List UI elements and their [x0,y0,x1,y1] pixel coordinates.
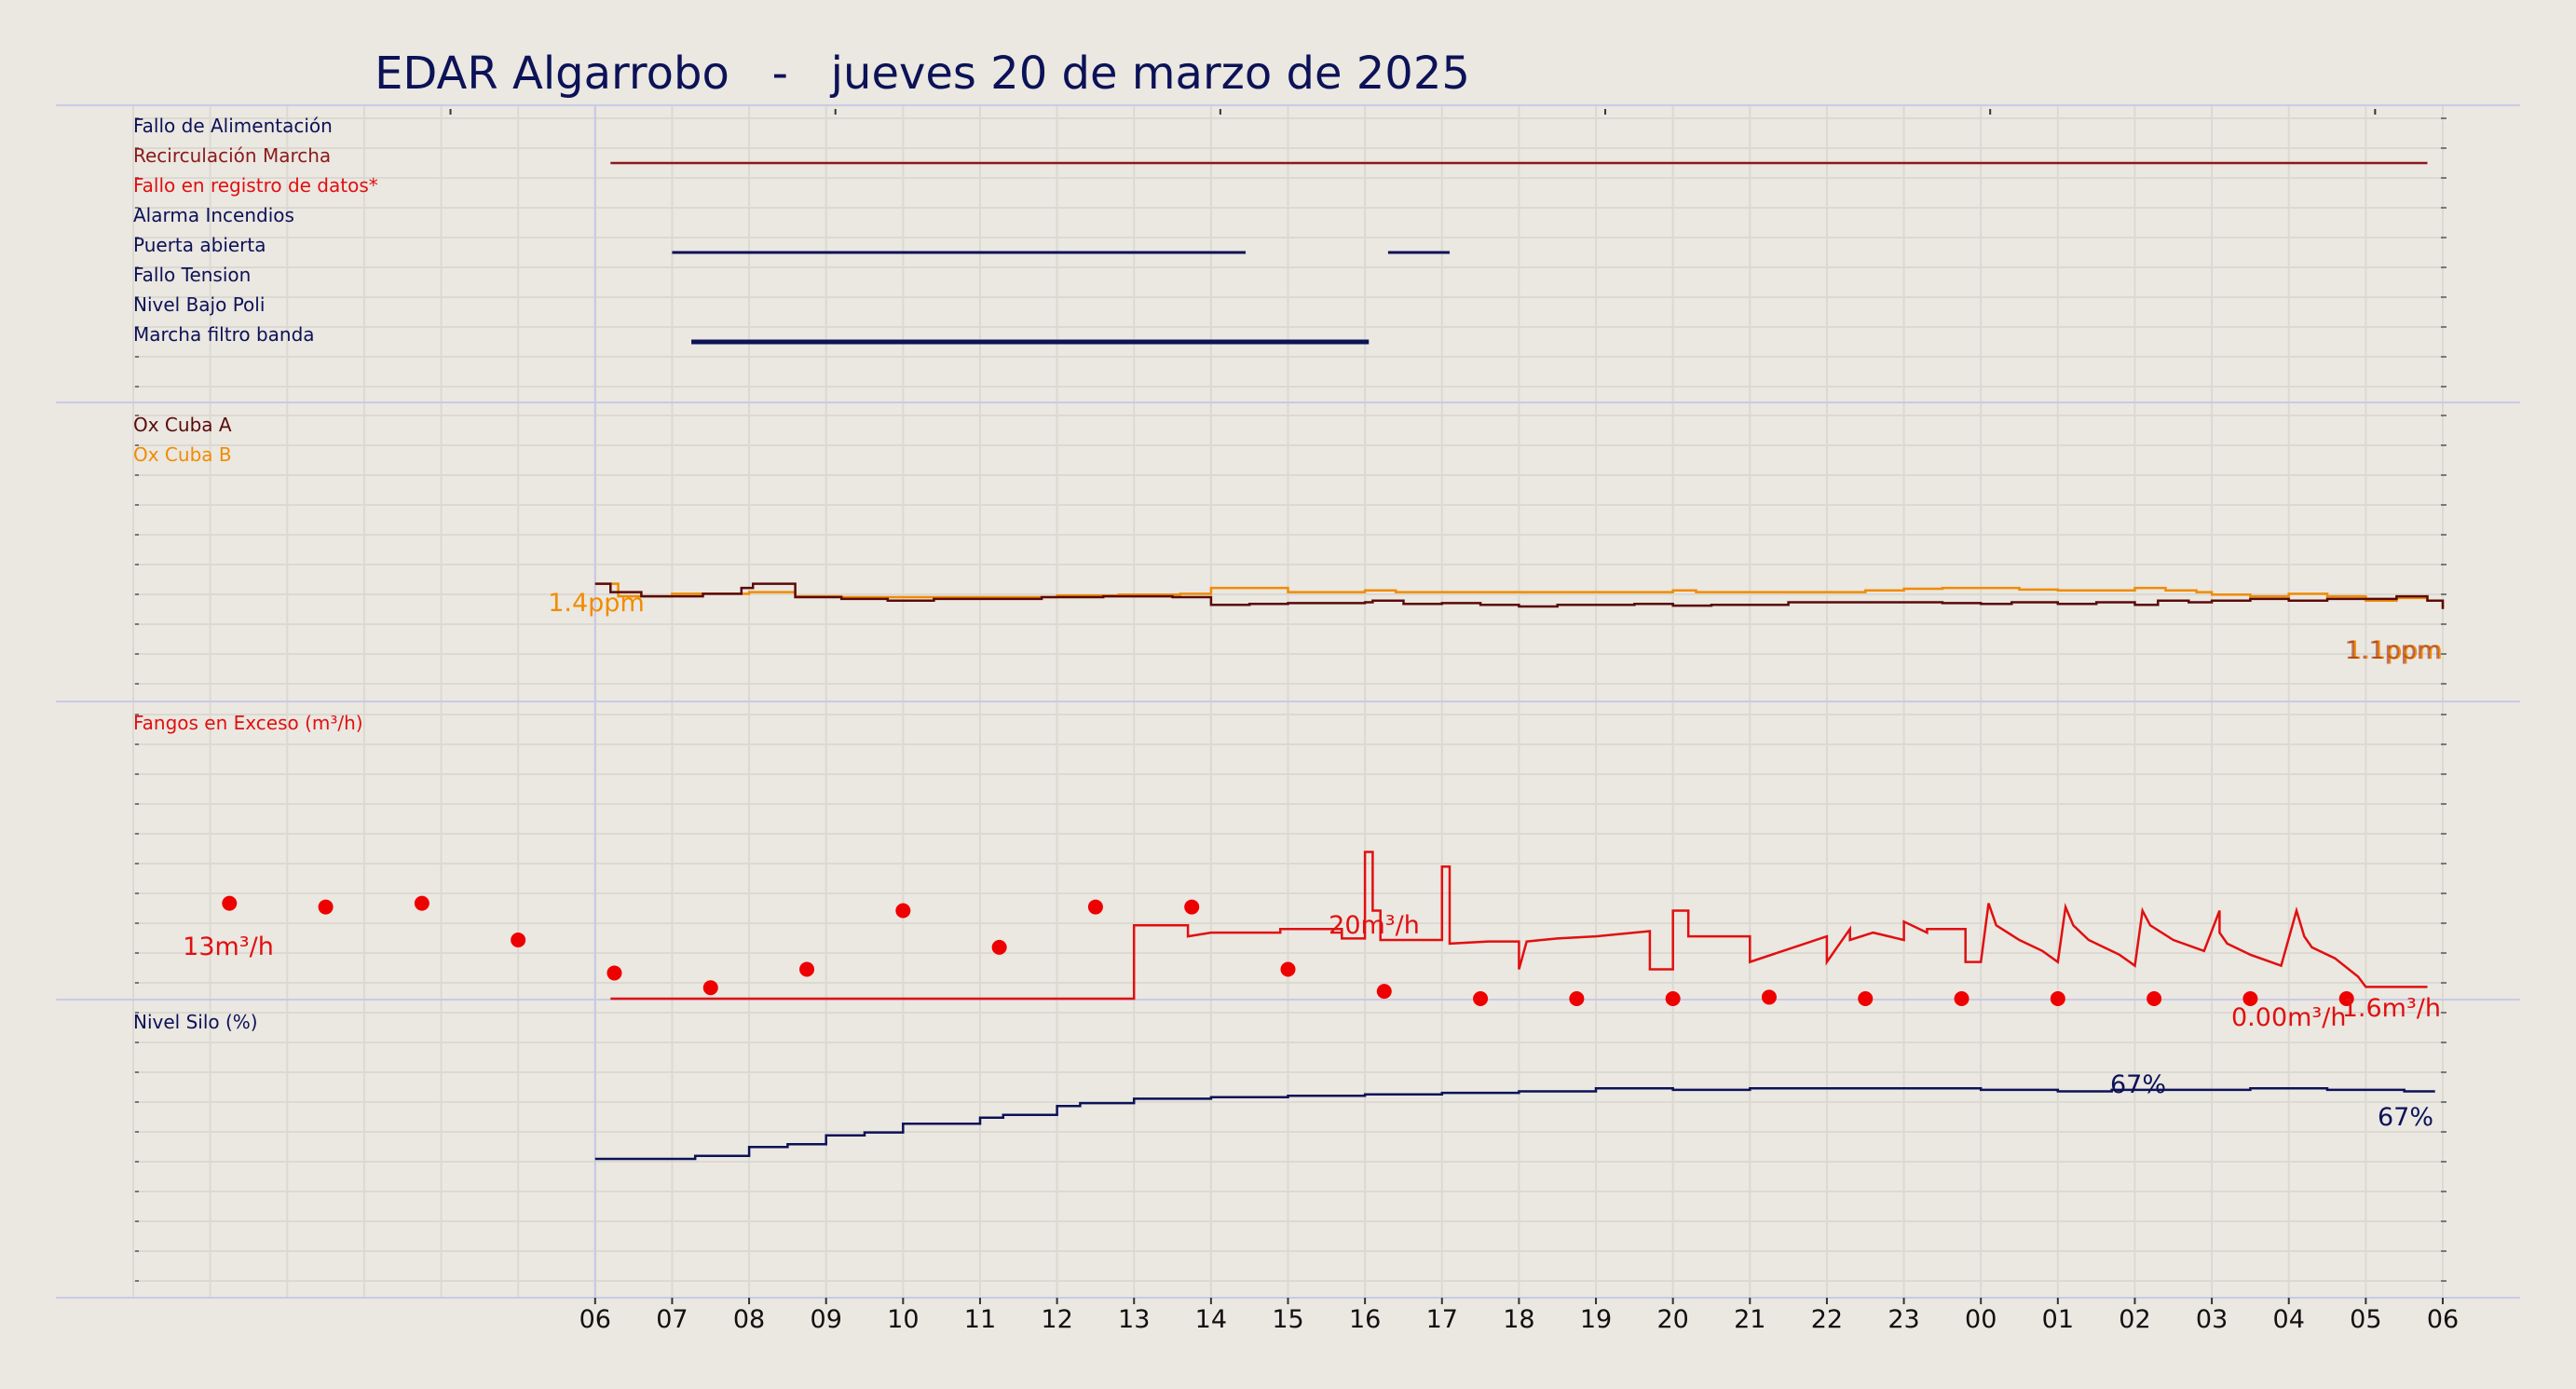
x-tick-label: 12 [1041,1305,1072,1334]
fangos-dot [511,933,526,947]
legend-alarma-incendios: Alarma Incendios [133,204,294,226]
fangos-dot [1665,991,1681,1006]
legend-nivel-silo: Nivel Silo (%) [133,1011,258,1033]
annotation-ox-start: 1.4ppm [548,589,645,618]
x-tick-label: 06 [579,1305,611,1334]
fangos-dot [1087,899,1103,915]
fangos-dot [991,939,1007,955]
legend-fallo-alimentacion: Fallo de Alimentación [133,115,333,137]
annotation-ox-a-end: 1.1ppm [2344,636,2441,665]
fangos-dot [1954,991,1969,1006]
fangos-dot [1473,991,1489,1006]
fangos-dot [2147,991,2162,1006]
ox-cuba-b-line [594,582,2445,609]
x-tick-label: 01 [2042,1305,2074,1334]
fangos-dot [2050,991,2065,1006]
x-tick-label: 05 [2350,1305,2381,1334]
legend-estados: Fallo de Alimentación Recirculación Marc… [133,115,378,346]
x-tick-label: 20 [1656,1305,1688,1334]
fangos-dot [2242,991,2258,1006]
legend-marcha-filtro-banda: Marcha filtro banda [133,323,315,346]
x-tick-label: 13 [1118,1305,1150,1334]
legend-fallo-tension: Fallo Tension [133,264,251,286]
annotation-silo-end: 67% [2378,1103,2433,1132]
annotation-fangos-20: 20m³/h [1329,911,1420,940]
x-tick-label: 04 [2273,1305,2305,1334]
x-tick-label: 07 [656,1305,688,1334]
fangos-dot [1280,961,1296,977]
annotation-fangos-13: 13m³/h [183,933,274,961]
annotation-silo-mid: 67% [2110,1070,2166,1099]
fangos-line [610,851,2428,1001]
fangos-dot [799,961,815,977]
legend-fangos-exceso: Fangos en Exceso (m³/h) [133,712,363,734]
x-tick-label: 06 [2427,1305,2459,1334]
fangos-dot [414,895,429,911]
x-tick-label: 18 [1503,1305,1534,1334]
legend-fallo-registro-datos: Fallo en registro de datos* [133,174,378,197]
x-tick-label: 08 [733,1305,765,1334]
fangos-dot [222,895,238,911]
fangos-dot [1184,899,1200,915]
oxigeno-lines [594,582,2445,609]
x-tick-label: 10 [887,1305,919,1334]
x-tick-label: 16 [1349,1305,1381,1334]
silo-line-path [594,1087,2435,1161]
legend-ox-cuba-b: Ox Cuba B [133,443,232,466]
x-tick-label: 14 [1195,1305,1227,1334]
fangos-dot [1376,984,1392,1000]
x-tick-label: 00 [1965,1305,1997,1334]
x-tick-label: 19 [1580,1305,1612,1334]
fangos-dots [222,895,2354,1006]
x-tick-label: 15 [1272,1305,1303,1334]
fangos-line-path [610,851,2428,1001]
x-tick-label: 11 [964,1305,996,1334]
legend-oxigeno: Ox Cuba A Ox Cuba B [133,414,232,466]
legend-recirculacion-marcha: Recirculación Marcha [133,144,331,167]
annotation-fangos-end: 1.6m³/h [2342,994,2441,1023]
x-tick-label: 21 [1734,1305,1765,1334]
fangos-dot [318,899,334,915]
x-tick-label: 09 [811,1305,842,1334]
fangos-dot [702,980,718,996]
fangos-dot [895,903,911,919]
legend-puerta-abierta: Puerta abierta [133,234,266,256]
silo-line [594,1087,2435,1161]
annotation-ox-b-end: 1.1ppm [2346,636,2443,665]
fangos-dot [1858,991,1874,1006]
fangos-dot [1569,991,1585,1006]
fangos-dot [1761,989,1777,1005]
legend-ox-cuba-a: Ox Cuba A [133,414,232,436]
legend-nivel-bajo-poli: Nivel Bajo Poli [133,293,265,316]
x-tick-label: 22 [1811,1305,1843,1334]
x-tick-label: 03 [2196,1305,2228,1334]
signal-bars [610,161,2428,345]
fangos-dot [2338,991,2354,1006]
annotation-fangos-zero: 0.00m³/h [2231,1003,2346,1032]
x-tick-label: 17 [1426,1305,1458,1334]
x-tick-label: 02 [2119,1305,2150,1334]
ox-cuba-a-line [594,582,2445,609]
chart-title: EDAR Algarrobo - jueves 20 de marzo de 2… [375,48,1470,100]
x-axis-ticks: 06 07 08 09 10 11 12 13 14 15 16 17 18 19 20 21 22 23 00 01… [579,1298,2459,1334]
x-tick-label: 23 [1888,1305,1919,1334]
fangos-dot [607,965,622,981]
